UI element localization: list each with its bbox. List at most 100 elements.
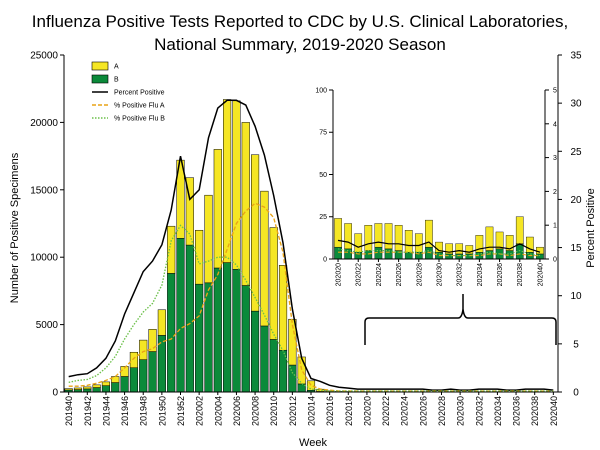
bar-b-202009: [260, 325, 269, 393]
bar-b-201943: [92, 387, 101, 393]
y2-tick-label: 15: [570, 243, 582, 254]
y2-tick-label: 25: [570, 147, 582, 158]
x-tick-label: 202028: [416, 263, 423, 286]
x-tick-label: 202030: [456, 396, 466, 426]
bar-a-201950: [157, 309, 166, 336]
x-tick-label: 202028: [437, 396, 447, 426]
chart-title: Influenza Positive Tests Reported to CDC…: [32, 12, 568, 54]
x-tick-label: 201940: [64, 396, 74, 426]
bar-a-202024: [374, 223, 383, 248]
x-tick-label: 202012: [288, 396, 298, 426]
line-percent-positive: [68, 99, 554, 391]
x-tick-label: 202022: [381, 396, 391, 426]
bar-a-202003: [204, 194, 213, 284]
bar-a-202020: [334, 218, 342, 248]
bar-b-202023: [364, 250, 373, 260]
bar-a-201944: [101, 381, 111, 386]
bar-b-201944: [101, 385, 111, 393]
x-tick-label: 201948: [139, 396, 149, 426]
bar-a-201949: [148, 329, 157, 352]
bar-a-202006: [232, 100, 241, 270]
bar-a-202009: [260, 190, 269, 327]
y2-tick-label: 10: [570, 291, 582, 302]
bar-a-202037: [505, 235, 514, 251]
x-tick-label: 202020: [336, 263, 343, 286]
x-tick-label: 202018: [344, 396, 354, 426]
y2-tick-label: 20: [570, 195, 582, 206]
bar-b-202005: [223, 262, 232, 393]
chart-title-line-1: Influenza Positive Tests Reported to CDC…: [32, 12, 568, 31]
y2-tick-label: 4: [553, 121, 557, 128]
bar-a-202008: [251, 154, 260, 312]
x-tick-label: 202038: [530, 396, 540, 426]
y2-tick-label: 2: [553, 189, 557, 196]
legend-label-a: A: [114, 64, 119, 71]
bar-b-201949: [148, 351, 157, 393]
x-tick-label: 202014: [307, 396, 317, 426]
x-tick-label: 202026: [396, 263, 403, 286]
x-tick-label: 202024: [400, 396, 410, 426]
x-tick-label: 202036: [512, 396, 522, 426]
x-tick-label: 202032: [457, 263, 464, 286]
bar-b-201946: [120, 376, 129, 393]
bar-a-202001: [185, 177, 194, 246]
y-tick-label: 15000: [30, 185, 58, 196]
x-tick-label: 202010: [269, 396, 279, 426]
bar-a-202031: [445, 243, 453, 255]
bar-a-202022: [354, 233, 363, 253]
inset-plot: 0 25 50 75 100 0 1 2 3 4 5 202020 202022 202024 202026…: [315, 87, 557, 286]
bar-a-202021: [344, 223, 352, 250]
y-tick-label: 100: [315, 87, 327, 94]
zoom-bracket: [364, 294, 557, 345]
x-tick-label: 202040: [537, 263, 544, 286]
x-tick-label: 202006: [232, 396, 242, 426]
bar-b-202027: [404, 252, 413, 260]
bar-a-202002: [195, 229, 204, 285]
y2-tick-label: 35: [570, 51, 582, 62]
x-tick-label: 202026: [418, 396, 428, 426]
bar-a-202023: [364, 224, 373, 251]
bar-b-202032: [455, 253, 464, 260]
x-tick-label: 202004: [213, 396, 223, 426]
x-tick-label: 201946: [120, 396, 130, 426]
bar-b-202022: [354, 252, 363, 260]
y2-tick-label: 30: [570, 99, 582, 110]
line--positive-flu-b: [68, 224, 554, 392]
bar-a-202034: [475, 235, 484, 253]
main-plot: 0500010000150002000025000051015202530352…: [30, 51, 582, 427]
bar-a-202005: [223, 99, 232, 263]
x-tick-label: 202002: [195, 396, 205, 426]
x-tick-label: 202016: [325, 396, 335, 426]
legend-label--positive-flu-a: % Positive Flu A: [114, 103, 165, 110]
y2-tick-label: 0: [553, 256, 557, 263]
bar-b-202029: [425, 246, 433, 260]
bar-a-202025: [384, 223, 393, 250]
x-tick-label: 202032: [474, 396, 484, 426]
bar-a-202014: [306, 380, 316, 391]
bar-a-202036: [495, 231, 504, 250]
y-tick-label: 50: [319, 172, 327, 179]
bar-a-202007: [241, 122, 250, 286]
bar-a-201947: [129, 351, 138, 368]
bar-a-201943: [92, 384, 101, 388]
bar-a-202039: [526, 236, 534, 253]
y-tick-label: 0: [52, 388, 58, 399]
y-tick-label: 20000: [30, 118, 58, 129]
x-tick-label: 201950: [157, 396, 167, 426]
bar-b-201947: [129, 367, 138, 393]
x-tick-label: 202034: [477, 263, 484, 286]
bar-b-202007: [241, 285, 250, 393]
bar-b-201951: [167, 273, 176, 393]
bar-b-202012: [288, 364, 297, 393]
bar-a-202032: [455, 243, 464, 255]
x-tick-label: 202036: [497, 263, 504, 286]
bar-b-201952: [176, 238, 185, 393]
bar-a-202028: [414, 233, 423, 253]
legend-swatch-a: [91, 61, 109, 71]
chart-title-line-2: National Summary, 2019-2020 Season: [154, 35, 446, 54]
bar-b-202001: [185, 244, 194, 393]
bar-b-202031: [445, 253, 453, 260]
legend-label--positive-flu-b: % Positive Flu B: [114, 116, 165, 123]
bar-a-202026: [394, 224, 403, 251]
bar-a-202010: [269, 227, 278, 340]
